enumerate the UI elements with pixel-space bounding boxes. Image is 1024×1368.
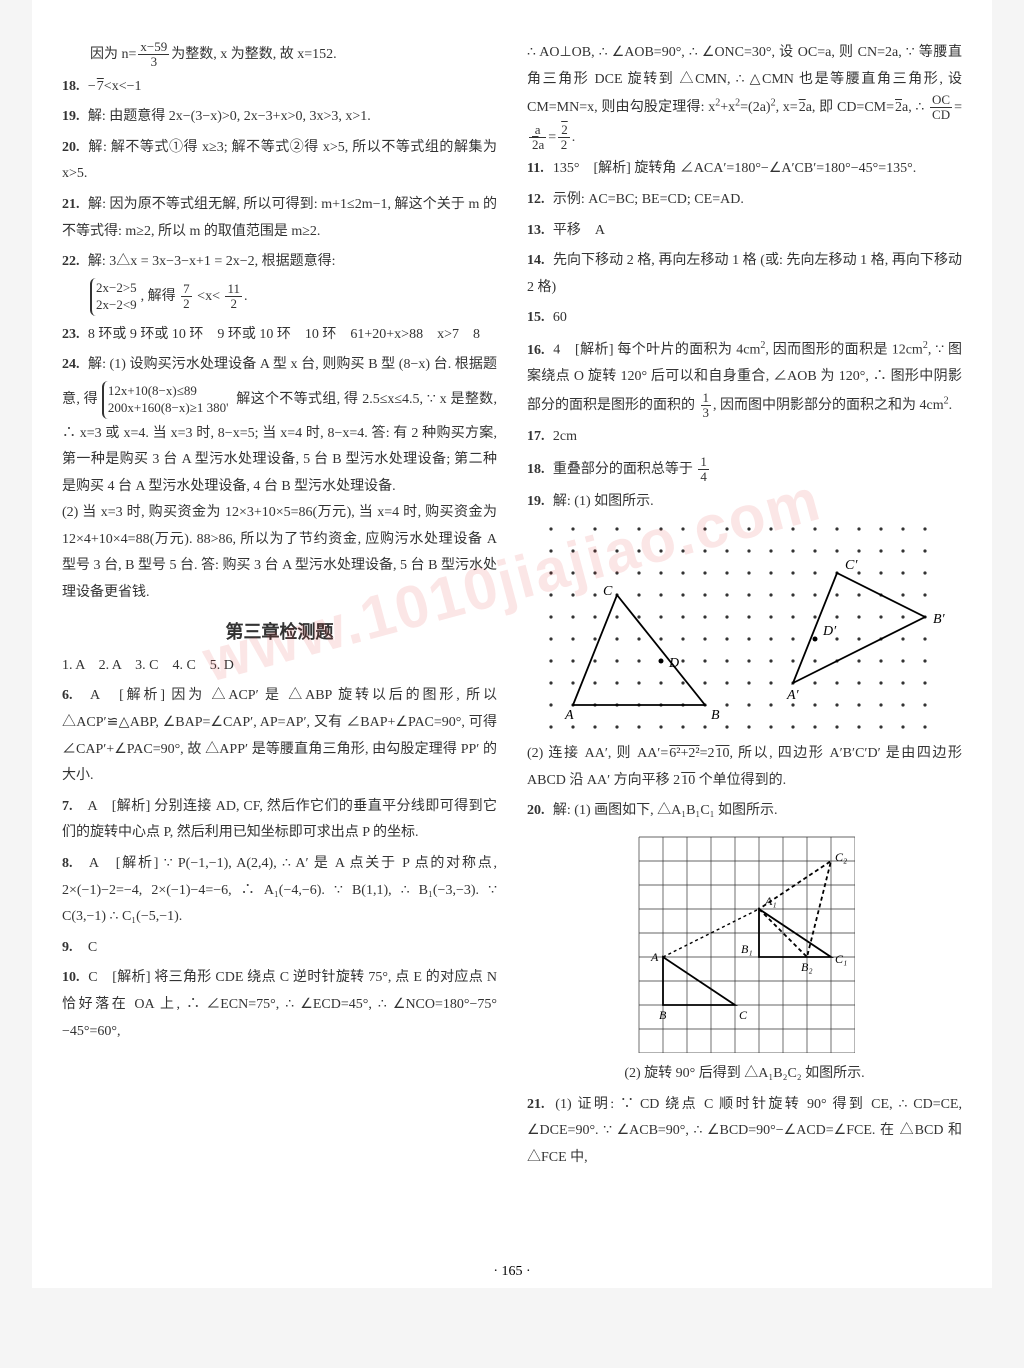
item-16: 16. 4 [解析] 每个叶片的面积为 4cm2, 因而图形的面积是 12cm2… [527,336,962,420]
item-18r: 18. 重叠部分的面积总等于 14 [527,455,962,485]
left-column: 因为 n=x−593为整数, x 为整数, 故 x=152. 18. −7<x<… [62,40,497,1248]
svg-text:B: B [711,708,720,723]
item-19b: (2) 连接 AA′, 则 AA′=6²+2²=210, 所以, 四边形 A′B… [527,741,962,794]
item-12: 12. 示例: AC=BC; BE=CD; CE=AD. [527,187,962,214]
item-18: 18. −7<x<−1 [62,74,497,101]
svg-text:B₂: B₂ [801,960,813,974]
item-11: 11. 135° [解析] 旋转角 ∠ACA′=180°−∠A′CB′=180°… [527,156,962,183]
svg-text:C: C [739,1008,748,1022]
item-20b: (2) 旋转 90° 后得到 △A₁B₂C₂ 如图所示. [527,1061,962,1088]
svg-text:A: A [564,708,574,723]
item-21: 21. 解: 因为原不等式组无解, 所以可得到: m+1≤2m−1, 解这个关于… [62,192,497,245]
item-6: 6. A [解析] 因为 △ACP′ 是 △ABP 旋转以后的图形, 所以 △A… [62,683,497,789]
figure-19-dotgrid: A B C D A′ B′ C′ D′ [545,523,945,733]
chapter-heading: 第三章检测题 [62,615,497,649]
item-20r: 20. 解: (1) 画图如下, △A₁B₁C₁ 如图所示. [527,798,962,825]
item-19: 19. 解: 由题意得 2x−(3−x)>0, 2x−3+x>0, 3x>3, … [62,104,497,131]
svg-text:A: A [650,950,659,964]
svg-text:C: C [603,584,613,599]
item-19r: 19. 解: (1) 如图所示. [527,489,962,516]
right-column: ∴ AO⊥OB, ∴ ∠AOB=90°, ∴ ∠ONC=30°, 设 OC=a,… [527,40,962,1248]
item-20: 20. 解: 解不等式①得 x≥3; 解不等式②得 x>5, 所以不等式组的解集… [62,135,497,188]
item-23: 23. 8 环或 9 环或 10 环 9 环或 10 环 10 环 61+20+… [62,322,497,349]
item-21r: 21. (1) 证明: ∵ CD 绕点 C 顺时针旋转 90° 得到 CE, ∴… [527,1092,962,1172]
svg-text:D′: D′ [822,624,837,639]
figure-20-grid: A B C A₁ B₁ C₁ B₂ C₂ [635,833,855,1053]
page: www.1010jiajiao.com 因为 n=x−593为整数, x 为整数… [32,0,992,1288]
mc-answers: 1. A 2. A 3. C 4. C 5. D [62,653,497,680]
item-22: 22. 解: 3△x = 3x−3−x+1 = 2x−2, 根据题意得: 2x−… [62,249,497,317]
item-9: 9. C [62,935,497,962]
item-17: 17. 2cm [527,424,962,451]
page-number: · 165 · [32,1264,992,1280]
item-13: 13. 平移 A [527,218,962,245]
svg-text:D: D [668,656,679,671]
item-10-cont: ∴ AO⊥OB, ∴ ∠AOB=90°, ∴ ∠ONC=30°, 设 OC=a,… [527,40,962,152]
svg-text:A₁: A₁ [764,894,777,908]
svg-text:B′: B′ [933,612,945,627]
item-14: 14. 先向下移动 2 格, 再向左移动 1 格 (或: 先向左移动 1 格, … [527,248,962,301]
svg-text:C₂: C₂ [835,850,847,864]
svg-text:C′: C′ [845,558,858,573]
item-24: 24. 解: (1) 设购买污水处理设备 A 型 x 台, 则购买 B 型 (8… [62,352,497,607]
svg-text:B₁: B₁ [741,942,753,956]
line17-cont: 因为 n=x−593为整数, x 为整数, 故 x=152. [62,40,497,70]
item-15: 15. 60 [527,305,962,332]
item-7: 7. A [解析] 分别连接 AD, CF, 然后作它们的垂直平分线即可得到它们… [62,794,497,847]
svg-text:A′: A′ [786,688,800,703]
svg-text:B: B [659,1008,667,1022]
svg-text:C₁: C₁ [835,952,847,966]
item-10: 10. C [解析] 将三角形 CDE 绕点 C 逆时针旋转 75°, 点 E … [62,965,497,1045]
item-8: 8. A [解析] ∵ P(−1,−1), A(2,4), ∴ A′ 是 A 点… [62,851,497,931]
